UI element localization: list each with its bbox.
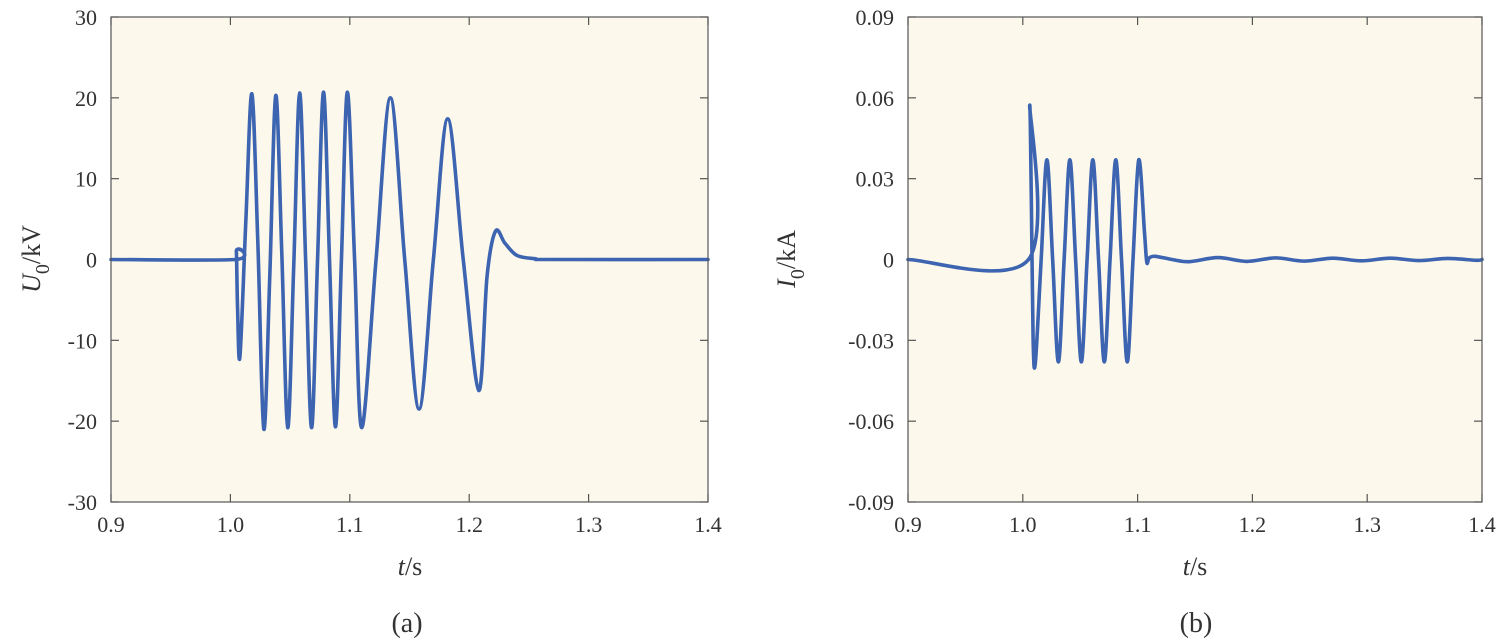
- y-tick-label: 0.03: [856, 167, 895, 192]
- x-axis-label: t/s: [398, 552, 423, 581]
- plot-frame: [907, 16, 1483, 503]
- x-tick-label: 1.1: [336, 512, 364, 537]
- y-axis-label-sub: 0: [787, 269, 809, 279]
- y-tick-label: 0.09: [856, 5, 895, 30]
- y-tick-label: -30: [68, 490, 97, 515]
- x-tick-label: 1.2: [455, 512, 483, 537]
- chart-panel-a: 0.9 1.0 1.1 1.2 1.3 1.4 30 20 10 0 -10 -20 -30 t/s U…: [17, 5, 722, 639]
- x-tick-label: 1.0: [217, 512, 245, 537]
- chart-caption: (a): [391, 608, 422, 639]
- current-series-line: [906, 103, 1484, 370]
- y-axis-label: U0/kV: [17, 225, 54, 293]
- y-axis-label-main: U: [17, 272, 46, 293]
- chart-caption: (b): [1180, 608, 1213, 639]
- x-axis-label: t/s: [1183, 552, 1208, 581]
- y-tick-label: -0.03: [848, 328, 894, 353]
- y-axis-label: I0/kA: [772, 230, 809, 289]
- y-tick-label: 0.06: [856, 86, 895, 111]
- chart-panel-b: 0.9 1.0 1.1 1.2 1.3 1.4 0.09 0.06 0.03 0 -0.03 -0.0…: [772, 5, 1496, 639]
- tick-label-group: 0.9 1.0 1.1 1.2 1.3 1.4 30 20 10 0 -10 -20 -30: [68, 5, 722, 537]
- x-tick-label: 0.9: [894, 512, 922, 537]
- x-axis-label-main: t: [1183, 552, 1191, 581]
- y-axis-label-main: I: [772, 278, 801, 289]
- y-tick-label: -0.06: [848, 409, 894, 434]
- y-tick-label: -20: [68, 409, 97, 434]
- y-axis-label-unit: /kA: [772, 230, 801, 269]
- x-tick-label: 1.3: [1353, 512, 1381, 537]
- x-tick-label: 1.4: [1468, 512, 1496, 537]
- x-tick-label: 1.0: [1009, 512, 1037, 537]
- plot-frame: [110, 16, 709, 503]
- x-axis-label-main: t: [398, 552, 406, 581]
- y-tick-label: -0.09: [848, 490, 894, 515]
- voltage-series-line: [109, 90, 710, 432]
- x-tick-label: 1.2: [1239, 512, 1267, 537]
- x-tick-label: 1.1: [1124, 512, 1152, 537]
- tick-label-group: 0.9 1.0 1.1 1.2 1.3 1.4 0.09 0.06 0.03 0 -0.03 -0.0…: [848, 5, 1496, 537]
- y-tick-label: 10: [75, 167, 97, 192]
- y-tick-label: 30: [75, 5, 97, 30]
- x-axis-label-unit: /s: [405, 552, 422, 581]
- y-tick-label: -10: [68, 328, 97, 353]
- y-tick-label: 20: [75, 86, 97, 111]
- x-tick-label: 0.9: [97, 512, 125, 537]
- y-axis-label-sub: 0: [32, 264, 54, 274]
- y-tick-label: 0: [86, 248, 97, 273]
- x-tick-label: 1.3: [575, 512, 603, 537]
- x-tick-label: 1.4: [694, 512, 722, 537]
- y-tick-label: 0: [883, 248, 894, 273]
- x-axis-label-unit: /s: [1190, 552, 1207, 581]
- y-axis-label-unit: /kV: [17, 225, 46, 264]
